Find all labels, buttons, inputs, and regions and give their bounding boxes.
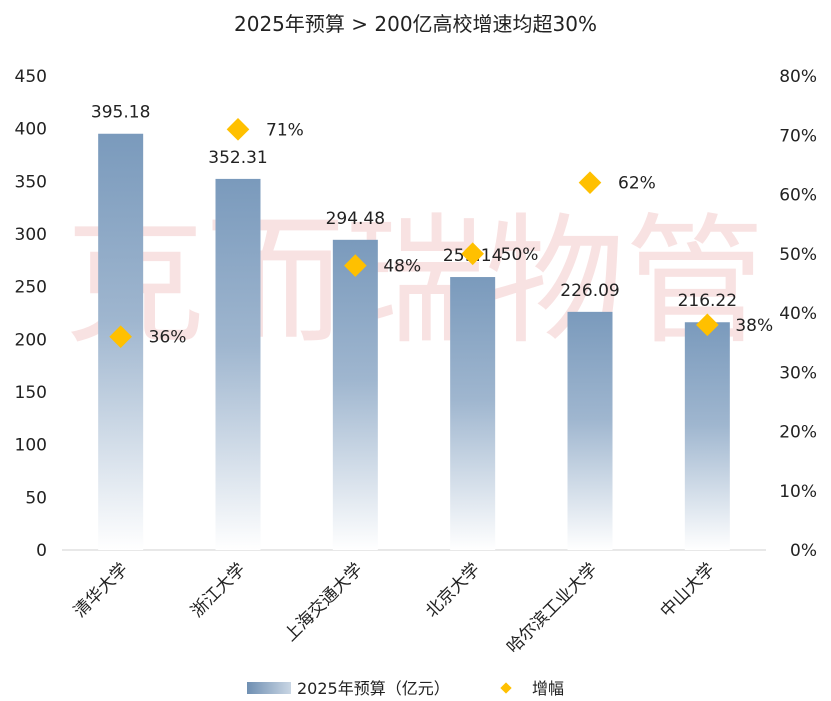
y-left-tick-label: 200 bbox=[15, 330, 47, 350]
y-right-tick-label: 20% bbox=[779, 423, 817, 443]
y-right-tick-label: 70% bbox=[779, 126, 817, 146]
x-axis-ticks: 清华大学 浙江大学 上海交通大学 北京大学 哈尔滨工业大学 中山大学 bbox=[70, 559, 719, 657]
increase-marker bbox=[696, 313, 719, 337]
watermark: 克而瑞物管 bbox=[65, 201, 765, 364]
y-left-tick-label: 150 bbox=[15, 383, 47, 403]
bar bbox=[215, 178, 261, 550]
marker-labels: 36% 71% 48% 50% 62% 38% bbox=[149, 120, 773, 347]
bar-value-label: 216.22 bbox=[678, 291, 737, 311]
legend-marker-label: 增幅 bbox=[532, 679, 564, 698]
bar bbox=[450, 277, 496, 550]
y-right-tick-label: 80% bbox=[779, 67, 817, 87]
y-left-tick-label: 300 bbox=[15, 225, 47, 245]
bar-value-label: 395.18 bbox=[91, 103, 150, 123]
increase-marker bbox=[226, 118, 250, 141]
legend-bar-swatch bbox=[247, 682, 291, 694]
y-right-tick-label: 30% bbox=[779, 363, 817, 383]
y-right-tick-label: 40% bbox=[779, 304, 817, 324]
y-left-tick-label: 250 bbox=[15, 278, 47, 298]
x-tick-label: 清华大学 bbox=[70, 559, 132, 621]
increase-label: 48% bbox=[383, 257, 421, 277]
x-tick-label: 哈尔滨工业大学 bbox=[503, 559, 601, 657]
y-left-tick-label: 100 bbox=[15, 436, 47, 456]
x-tick-label: 北京大学 bbox=[422, 559, 484, 621]
y-left-tick-label: 350 bbox=[15, 172, 47, 192]
bar bbox=[332, 239, 378, 551]
x-tick-label: 上海交通大学 bbox=[281, 559, 367, 645]
y-left-tick-label: 0 bbox=[36, 541, 47, 561]
bar bbox=[567, 311, 613, 550]
bar-value-label: 352.31 bbox=[208, 148, 267, 168]
y-right-tick-label: 10% bbox=[779, 482, 817, 502]
increase-marker bbox=[344, 254, 367, 277]
bar-series bbox=[98, 133, 730, 551]
increase-label: 62% bbox=[618, 174, 656, 194]
increase-label: 36% bbox=[149, 328, 187, 348]
bar bbox=[684, 322, 730, 550]
increase-label: 38% bbox=[735, 316, 773, 336]
x-tick-label: 浙江大学 bbox=[187, 559, 249, 621]
legend: 2025年预算（亿元） 增幅 bbox=[247, 679, 564, 698]
increase-label: 71% bbox=[266, 120, 304, 140]
bar-value-label: 226.09 bbox=[560, 281, 619, 301]
left-axis: 0 50 100 150 200 250 300 350 400 450 bbox=[15, 67, 47, 561]
legend-marker-swatch bbox=[500, 682, 512, 694]
y-right-tick-label: 60% bbox=[779, 186, 817, 206]
bar-value-label: 294.48 bbox=[326, 209, 385, 229]
increase-label: 50% bbox=[501, 245, 539, 265]
right-axis: 0% 10% 20% 30% 40% 50% 60% 70% 80% bbox=[779, 67, 817, 561]
y-right-tick-label: 50% bbox=[779, 245, 817, 265]
y-left-tick-label: 400 bbox=[15, 120, 47, 140]
y-left-tick-label: 450 bbox=[15, 67, 47, 87]
y-right-tick-label: 0% bbox=[790, 541, 817, 561]
y-left-tick-label: 50 bbox=[25, 488, 47, 508]
chart-title: 2025年预算 > 200亿高校增速均超30% bbox=[234, 12, 597, 36]
x-tick-label: 中山大学 bbox=[657, 559, 719, 621]
increase-marker bbox=[578, 171, 602, 194]
legend-bar-label: 2025年预算（亿元） bbox=[297, 679, 450, 698]
